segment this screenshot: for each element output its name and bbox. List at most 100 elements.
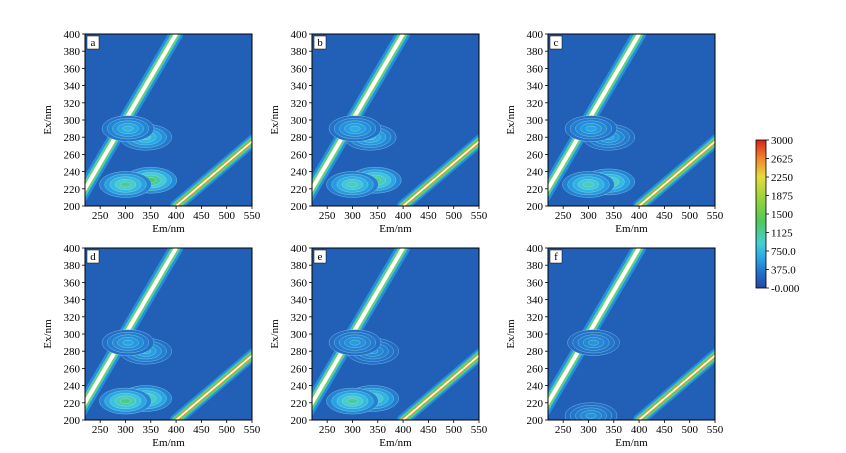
x-tick-label: 400 xyxy=(168,424,185,436)
colorbar-tick-label: 1875 xyxy=(771,191,794,203)
y-tick-label: 320 xyxy=(291,98,308,110)
y-tick-label: 360 xyxy=(291,63,308,75)
y-tick-label: 220 xyxy=(291,184,308,196)
panel-label-box xyxy=(86,249,100,264)
fluorescence-peak xyxy=(564,402,618,420)
x-tick-label: 450 xyxy=(656,424,673,436)
x-tick-label: 550 xyxy=(471,210,488,222)
y-tick-label: 400 xyxy=(291,243,308,255)
y-tick-label: 300 xyxy=(527,329,544,341)
second-order-scatter-white xyxy=(175,140,252,206)
y-tick-label: 380 xyxy=(291,46,308,58)
x-tick-label: 400 xyxy=(631,424,648,436)
second-order-scatter-white xyxy=(638,354,715,420)
peak-contour xyxy=(120,398,131,404)
peak-contour xyxy=(585,125,597,132)
fluorescence-peak xyxy=(564,115,618,142)
y-tick-label: 380 xyxy=(64,46,81,58)
panel-e: e 250 300 350 400 450 500 550 200 220 240 260 280 300… xyxy=(269,243,488,449)
x-tick-label: 450 xyxy=(420,210,437,222)
x-axis-label: Em/nm xyxy=(615,437,648,449)
x-tick-label: 500 xyxy=(445,210,462,222)
x-tick-label: 550 xyxy=(707,210,724,222)
x-tick-label: 250 xyxy=(92,424,109,436)
y-tick-label: 340 xyxy=(527,81,544,93)
x-tick-label: 550 xyxy=(244,210,261,222)
y-tick-label: 240 xyxy=(527,167,544,179)
panel-label-box xyxy=(549,35,563,50)
y-tick-label: 240 xyxy=(64,167,81,179)
y-tick-label: 200 xyxy=(527,201,544,213)
y-tick-label: 400 xyxy=(64,243,81,255)
scatter-lines xyxy=(312,34,479,206)
panel-label: d xyxy=(90,251,96,263)
fluorescence-peak xyxy=(101,329,155,356)
panel-label: a xyxy=(91,37,96,49)
y-tick-label: 320 xyxy=(64,98,81,110)
y-axis-label: Ex/nm xyxy=(42,105,54,135)
y-tick-label: 240 xyxy=(291,167,308,179)
y-tick-label: 200 xyxy=(64,415,81,427)
y-tick-label: 300 xyxy=(291,115,308,127)
fluorescence-peak xyxy=(562,171,615,198)
y-tick-label: 340 xyxy=(291,295,308,307)
x-tick-label: 500 xyxy=(445,424,462,436)
colorbar-gradient xyxy=(755,139,767,289)
y-tick-label: 220 xyxy=(64,398,81,410)
y-tick-label: 260 xyxy=(64,149,81,161)
y-tick-label: 200 xyxy=(291,415,308,427)
peak-contour xyxy=(120,181,131,188)
fluorescence-peak xyxy=(326,387,379,415)
fluorescence-peak xyxy=(326,171,379,198)
panel-f: f 250 300 350 400 450 500 550 200 220 240 260 280 300… xyxy=(505,243,724,449)
panel-label: c xyxy=(554,37,559,49)
colorbar-tick-label: 375.0 xyxy=(771,265,796,277)
y-tick-label: 360 xyxy=(527,277,544,289)
panel-label-box xyxy=(86,35,100,50)
x-tick-label: 250 xyxy=(319,424,336,436)
y-tick-label: 280 xyxy=(291,346,308,358)
y-tick-label: 220 xyxy=(527,184,544,196)
y-tick-label: 220 xyxy=(291,398,308,410)
x-tick-label: 450 xyxy=(420,424,437,436)
y-tick-label: 260 xyxy=(527,149,544,161)
y-tick-label: 300 xyxy=(291,329,308,341)
x-tick-label: 300 xyxy=(580,210,597,222)
y-tick-label: 240 xyxy=(291,381,308,393)
y-tick-label: 320 xyxy=(64,312,81,324)
y-tick-label: 240 xyxy=(64,381,81,393)
colorbar-tick-label: 2250 xyxy=(771,172,794,184)
panel-label: b xyxy=(317,37,323,49)
x-tick-label: 300 xyxy=(344,424,361,436)
colorbar-tick-label: 2625 xyxy=(771,154,794,166)
x-tick-label: 350 xyxy=(606,210,623,222)
x-tick-label: 300 xyxy=(117,424,134,436)
panel-label: f xyxy=(554,251,558,263)
y-tick-label: 340 xyxy=(64,81,81,93)
x-tick-label: 450 xyxy=(193,210,210,222)
x-tick-label: 300 xyxy=(580,424,597,436)
x-tick-label: 500 xyxy=(681,210,698,222)
y-tick-label: 220 xyxy=(64,184,81,196)
x-axis-label: Em/nm xyxy=(379,223,412,235)
y-tick-label: 380 xyxy=(64,260,81,272)
y-tick-label: 400 xyxy=(64,29,81,41)
y-axis-label: Ex/nm xyxy=(505,105,517,135)
x-axis-label: Em/nm xyxy=(379,437,412,449)
y-tick-label: 220 xyxy=(527,398,544,410)
panel-d: d 250 300 350 400 450 500 550 200 220 240 260 280 300… xyxy=(42,243,261,449)
peak-contour xyxy=(122,125,134,132)
peak-contour xyxy=(122,339,134,346)
y-tick-label: 380 xyxy=(527,260,544,272)
x-axis-label: Em/nm xyxy=(152,223,185,235)
y-tick-label: 320 xyxy=(291,312,308,324)
y-tick-label: 360 xyxy=(527,63,544,75)
peak-contour xyxy=(349,125,361,132)
peak-contour xyxy=(588,339,599,346)
y-tick-label: 200 xyxy=(291,201,308,213)
y-tick-label: 280 xyxy=(64,132,81,144)
y-axis-label: Ex/nm xyxy=(42,319,54,349)
y-tick-label: 280 xyxy=(64,346,81,358)
x-tick-label: 500 xyxy=(218,210,235,222)
